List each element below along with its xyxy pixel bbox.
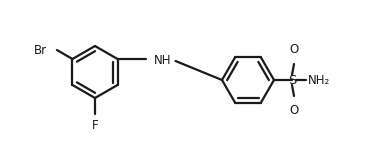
- Text: O: O: [290, 43, 299, 56]
- Text: O: O: [290, 104, 299, 117]
- Text: Br: Br: [34, 43, 47, 57]
- Text: S: S: [288, 74, 296, 86]
- Text: F: F: [92, 119, 98, 132]
- Text: NH₂: NH₂: [308, 74, 330, 86]
- Text: NH: NH: [154, 55, 171, 67]
